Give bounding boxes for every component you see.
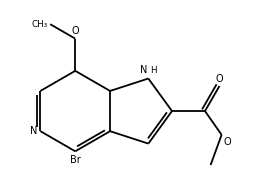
Text: O: O [223, 137, 231, 147]
Text: O: O [72, 26, 79, 36]
Text: H: H [151, 66, 157, 75]
Text: N: N [140, 65, 147, 75]
Text: CH₃: CH₃ [32, 20, 48, 29]
Text: N: N [30, 126, 37, 136]
Text: Br: Br [70, 155, 81, 165]
Text: O: O [216, 74, 223, 84]
